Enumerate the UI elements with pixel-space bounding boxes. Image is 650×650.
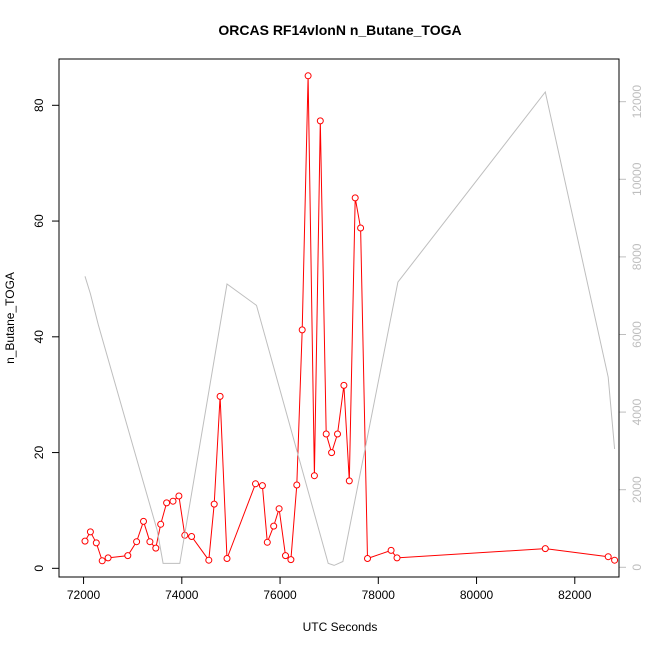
x-tick-label: 72000 [67, 588, 101, 602]
data-point [140, 517, 147, 525]
data-point [287, 556, 295, 564]
data-point [157, 520, 165, 528]
data-point [393, 554, 401, 562]
y2-tick-label: 6000 [630, 321, 644, 348]
data-point [340, 381, 348, 389]
data-point [152, 544, 160, 552]
data-point [169, 497, 177, 505]
series-layer [81, 72, 619, 566]
data-point [188, 533, 196, 540]
data-point [258, 482, 266, 490]
y-tick-label: 40 [32, 330, 46, 344]
data-point [252, 480, 259, 488]
data-point [387, 546, 395, 554]
data-point [163, 499, 171, 507]
y2-tick-label: 2000 [630, 476, 644, 503]
data-point [86, 528, 94, 536]
data-point [104, 554, 112, 562]
data-point [304, 72, 312, 80]
data-point [275, 505, 283, 513]
data-point [322, 430, 330, 438]
data-point [328, 449, 336, 457]
data-point [223, 555, 231, 562]
data-point [216, 392, 224, 400]
y2-tick-label: 4000 [630, 398, 644, 425]
plot-frame [58, 58, 620, 578]
data-point [92, 539, 100, 547]
y2-tick-label: 0 [630, 564, 644, 571]
y-tick-label: 20 [32, 446, 46, 460]
y2-tick-label: 12000 [630, 85, 644, 119]
data-point [175, 492, 183, 500]
data-point [270, 522, 278, 530]
data-point [124, 552, 132, 560]
data-point [334, 430, 341, 438]
x-tick-label: 80000 [460, 588, 494, 602]
y2-tick-label: 8000 [630, 243, 644, 270]
data-point [541, 545, 549, 553]
y-tick-label: 0 [32, 565, 46, 572]
data-point [98, 557, 106, 565]
data-point [210, 500, 218, 508]
data-point [604, 553, 612, 561]
chart-title: ORCAS RF14vlonN n_Butane_TOGA [218, 22, 461, 38]
data-point [357, 224, 365, 232]
data-point [345, 477, 353, 485]
data-point [351, 194, 359, 202]
data-point [310, 472, 318, 480]
data-point [146, 538, 154, 546]
data-point [293, 481, 301, 489]
data-point [364, 555, 371, 562]
data-point [298, 326, 306, 334]
x-tick-label: 74000 [165, 588, 199, 602]
y-axis-label: n_Butane_TOGA [3, 272, 17, 364]
y2-tick-label: 10000 [630, 162, 644, 196]
data-point [81, 537, 89, 545]
x-axis-label: UTC Seconds [303, 620, 378, 634]
x-tick-label: 76000 [263, 588, 297, 602]
data-point [611, 556, 619, 564]
secondary-series-line [84, 90, 616, 566]
x-tick-label: 78000 [362, 588, 396, 602]
x-tick-label: 82000 [558, 588, 592, 602]
data-point [316, 117, 324, 125]
y-tick-label: 60 [32, 214, 46, 228]
data-point [133, 538, 141, 546]
data-point [205, 556, 213, 564]
data-point [282, 552, 289, 560]
y-tick-label: 80 [32, 98, 46, 112]
data-point [263, 538, 271, 546]
